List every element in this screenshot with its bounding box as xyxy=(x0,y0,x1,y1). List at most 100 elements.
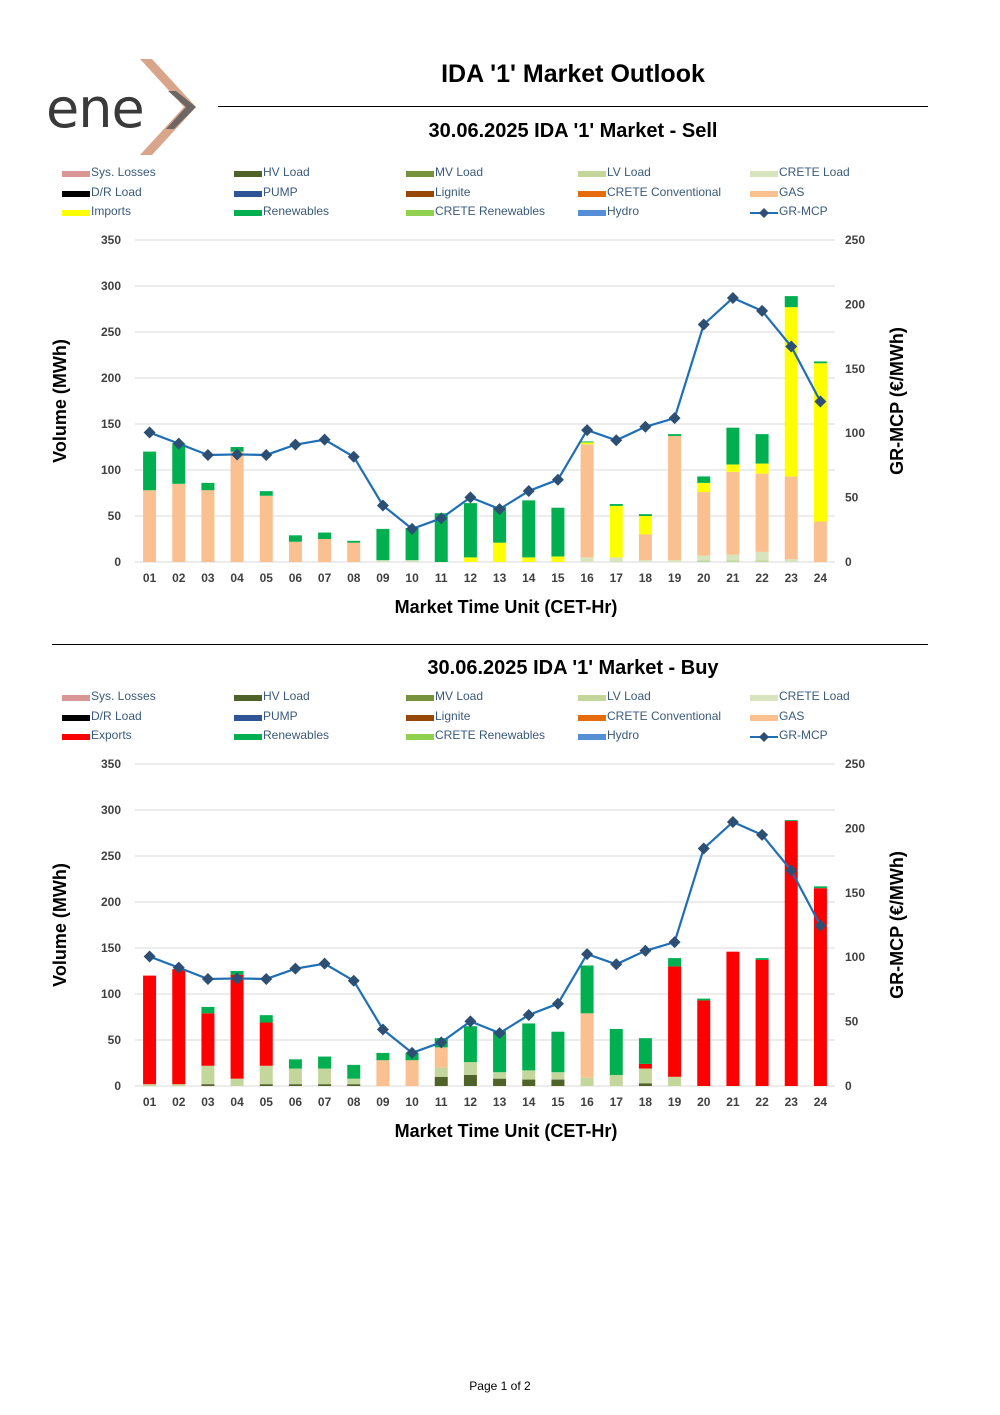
gr-mcp-point-01 xyxy=(143,950,156,963)
bar-crete-load-23 xyxy=(784,559,798,562)
bar-renewables-20 xyxy=(697,476,711,483)
x-tick-label: 22 xyxy=(755,1095,769,1109)
gr-mcp-point-12 xyxy=(464,1015,477,1028)
gr-mcp-point-12 xyxy=(464,491,477,504)
bar-renewables-03 xyxy=(201,482,215,491)
bar-renewables-14 xyxy=(522,500,536,558)
x-tick-label: 23 xyxy=(785,1095,799,1109)
legend-swatch xyxy=(62,734,90,740)
bar-hv-load-18 xyxy=(638,1083,652,1086)
x-tick-label: 21 xyxy=(726,571,740,585)
bar-imports-20 xyxy=(697,482,711,493)
x-tick-label: 09 xyxy=(376,1095,390,1109)
gr-mcp-point-07 xyxy=(318,433,331,446)
gr-mcp-line xyxy=(149,820,822,1055)
bar-renewables-19 xyxy=(668,434,682,436)
y-tick-label: 200 xyxy=(101,371,121,385)
y2-tick-label: 200 xyxy=(845,297,865,311)
bar-exports-21 xyxy=(726,951,740,1086)
bar-lv-load-13 xyxy=(493,1072,507,1079)
bar-renewables-11 xyxy=(434,513,448,562)
bar-gas-08 xyxy=(347,542,361,562)
legend-label: GR-MCP xyxy=(779,204,828,218)
bar-imports-13 xyxy=(493,542,507,562)
gr-mcp-point-16 xyxy=(581,424,594,437)
x-tick-label: 23 xyxy=(785,571,799,585)
bar-renewables-09 xyxy=(376,528,390,561)
bar-lv-load-08 xyxy=(347,1078,361,1085)
enex-logo: ene xyxy=(40,55,210,160)
legend-label: D/R Load xyxy=(91,708,142,723)
bar-lv-load-20 xyxy=(697,560,711,562)
bar-gas-16 xyxy=(580,444,594,558)
legend-swatch xyxy=(578,714,606,721)
x-tick-label: 18 xyxy=(639,1095,653,1109)
bar-imports-12 xyxy=(463,557,477,562)
bar-imports-22 xyxy=(755,463,769,474)
legend-label: MV Load xyxy=(435,689,484,703)
bar-hv-load-07 xyxy=(318,1084,332,1086)
x-tick-label: 08 xyxy=(347,571,361,585)
bar-gas-22 xyxy=(755,473,769,552)
bar-renewables-23 xyxy=(784,296,798,308)
legend-label: Sys. Losses xyxy=(91,689,156,703)
legend-swatch xyxy=(62,714,90,721)
x-tick-label: 24 xyxy=(814,1095,828,1109)
legend-swatch xyxy=(578,171,606,177)
y2-tick-label: 0 xyxy=(845,1079,852,1093)
legend-label: CRETE Conventional xyxy=(607,184,722,199)
legend-swatch xyxy=(234,210,262,216)
y-tick-label: 200 xyxy=(101,895,121,909)
x-tick-label: 04 xyxy=(230,571,244,585)
x-tick-label: 05 xyxy=(260,1095,274,1109)
gr-mcp-point-08 xyxy=(347,974,360,987)
x-tick-label: 07 xyxy=(318,1095,332,1109)
gr-mcp-point-22 xyxy=(756,304,769,317)
legend-swatch xyxy=(62,210,90,216)
bar-lv-load-05 xyxy=(259,1065,273,1085)
bar-lv-load-02 xyxy=(172,1084,186,1086)
bar-renewables-20 xyxy=(697,998,711,1001)
bar-gas-16 xyxy=(580,1013,594,1078)
bar-hv-load-14 xyxy=(522,1079,536,1086)
bar-exports-02 xyxy=(172,969,186,1085)
bar-lv-load-03 xyxy=(201,1065,215,1085)
legend-label: Renewables xyxy=(263,728,330,742)
bar-renewables-12 xyxy=(463,503,477,558)
y2-tick-label: 150 xyxy=(845,886,865,900)
legend-swatch xyxy=(62,171,90,177)
bar-exports-24 xyxy=(813,888,827,1086)
bar-lv-load-19 xyxy=(668,1076,682,1086)
gr-mcp-point-09 xyxy=(376,499,389,512)
bar-gas-10 xyxy=(405,1060,419,1086)
y-tick-label: 250 xyxy=(101,849,121,863)
y-tick-label: 350 xyxy=(101,757,121,771)
y-axis-label: Volume (MWh) xyxy=(50,863,70,987)
bar-renewables-07 xyxy=(318,1056,332,1069)
x-tick-label: 03 xyxy=(201,571,215,585)
bar-renewables-23 xyxy=(784,820,798,822)
bar-imports-14 xyxy=(522,557,536,562)
y-axis-label: Volume (MWh) xyxy=(50,339,70,463)
x-tick-label: 08 xyxy=(347,1095,361,1109)
bar-exports-18 xyxy=(638,1063,652,1069)
bar-renewables-22 xyxy=(755,958,769,960)
x-tick-label: 16 xyxy=(580,1095,594,1109)
bar-renewables-22 xyxy=(755,434,769,464)
bar-renewables-06 xyxy=(288,535,302,542)
bar-renewables-19 xyxy=(668,958,682,967)
gr-mcp-point-23 xyxy=(785,864,798,877)
y2-tick-label: 100 xyxy=(845,950,865,964)
bar-imports-15 xyxy=(551,556,565,562)
bar-exports-23 xyxy=(784,821,798,1086)
bar-gas-18 xyxy=(638,534,652,561)
bar-lv-load-22 xyxy=(755,560,769,562)
legend-label: Hydro xyxy=(607,728,640,742)
bar-exports-20 xyxy=(697,1000,711,1086)
legend-label: Lignite xyxy=(435,184,471,199)
bar-renewables-02 xyxy=(172,443,186,484)
sell-chart-title: 30.06.2025 IDA '1' Market - Sell xyxy=(428,120,718,142)
legend-label: D/R Load xyxy=(91,184,142,199)
legend-swatch xyxy=(406,714,434,721)
bar-crete-load-18 xyxy=(638,560,652,562)
